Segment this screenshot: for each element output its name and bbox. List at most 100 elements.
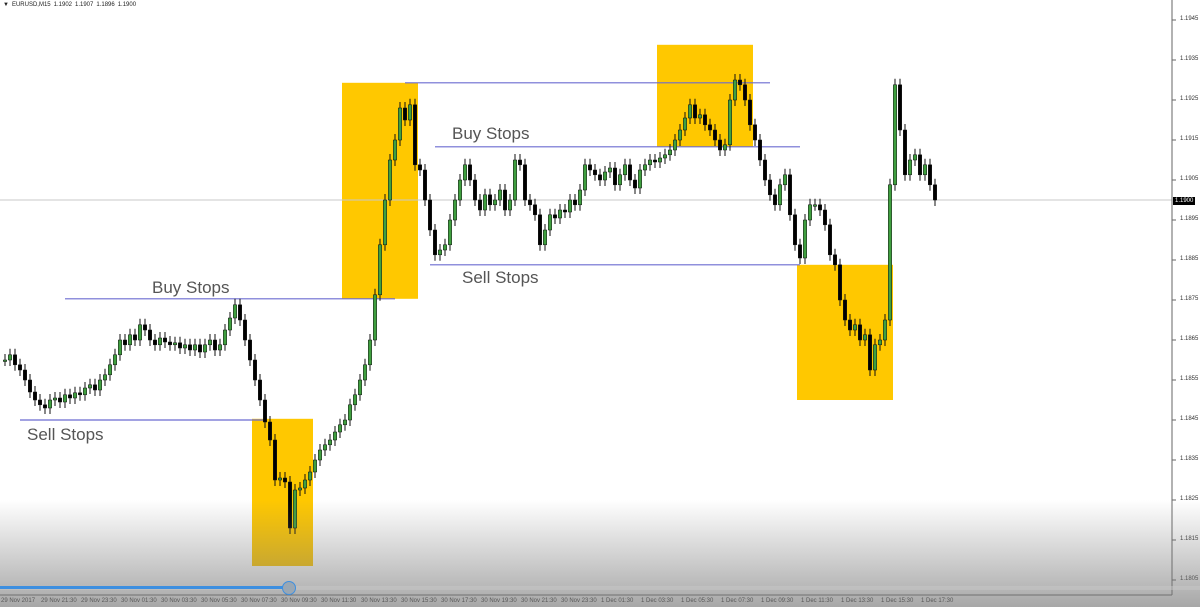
candle-body [338, 424, 342, 433]
candle [238, 298, 242, 326]
candle-body [623, 164, 627, 176]
candle [918, 148, 922, 181]
candle-body [193, 344, 197, 351]
candle-body [658, 157, 662, 163]
candle [788, 168, 792, 221]
candle [333, 426, 337, 446]
candle-body [528, 199, 532, 206]
candle-body [383, 199, 387, 246]
candle-body [538, 214, 542, 246]
close-value: 1.1900 [117, 2, 137, 8]
candle [888, 178, 892, 326]
candle-body [413, 104, 417, 166]
candle-body [758, 139, 762, 161]
candle [758, 134, 762, 166]
candle-body [833, 254, 837, 266]
candle [698, 108, 702, 124]
candle [678, 124, 682, 146]
candle-body [38, 399, 42, 406]
candle-body [893, 84, 897, 186]
candle-body [8, 354, 12, 361]
candle-body [643, 164, 647, 171]
candle-body [683, 117, 687, 131]
candle [128, 328, 132, 351]
candle-body [828, 224, 832, 256]
candle-body [203, 344, 207, 353]
candle-body [233, 304, 237, 319]
candle [188, 338, 192, 356]
video-scrubber[interactable] [0, 581, 1200, 595]
candle [743, 78, 747, 106]
candle [648, 154, 652, 171]
candle [133, 328, 137, 346]
current-price-tag: 1.1900 [1173, 197, 1196, 205]
candle-body [428, 199, 432, 231]
candle [163, 332, 167, 348]
candle [28, 374, 32, 398]
y-tick-label: 1.1925 [1180, 96, 1199, 102]
candle-body [703, 114, 707, 126]
candle [73, 386, 77, 404]
candle [798, 238, 802, 264]
candle-body [58, 397, 62, 403]
candle-body [373, 294, 377, 341]
candle [523, 158, 527, 206]
candle [428, 194, 432, 236]
candle [308, 466, 312, 486]
highlight-zone [252, 418, 313, 566]
candle-body [728, 99, 732, 146]
candle [398, 102, 402, 146]
candle-body [223, 329, 227, 346]
candle [288, 476, 292, 534]
candle [693, 98, 697, 124]
candle-body [518, 159, 522, 166]
collapse-triangle-icon[interactable]: ▼ [3, 2, 9, 8]
candle-body [363, 364, 367, 381]
candle [823, 204, 827, 231]
candle [488, 188, 492, 211]
candle-body [153, 339, 157, 346]
candle-body [583, 164, 587, 191]
candle [833, 248, 837, 271]
x-tick-label: 1 Dec 15:30 [881, 598, 914, 604]
candle-body [438, 249, 442, 256]
candle-body [798, 244, 802, 259]
candle-body [608, 167, 612, 173]
candle-body [913, 154, 917, 161]
candle [263, 394, 267, 428]
candle [168, 336, 172, 351]
x-tick-label: 1 Dec 01:30 [601, 598, 634, 604]
candle-body [588, 164, 592, 171]
candle [478, 194, 482, 216]
candle [593, 164, 597, 181]
candle-body [868, 334, 872, 371]
x-tick-label: 30 Nov 13:30 [361, 598, 397, 604]
x-tick-label: 29 Nov 21:30 [41, 598, 77, 604]
candle-body [118, 339, 122, 356]
candle-body [553, 214, 557, 219]
candle-body [168, 341, 172, 346]
candle-body [358, 379, 362, 396]
candle [748, 94, 752, 131]
candle-body [558, 209, 562, 219]
candle-body [878, 339, 882, 346]
candle-body [768, 179, 772, 196]
candle [603, 166, 607, 186]
candle-body [548, 214, 552, 231]
candle [623, 158, 627, 181]
open-value: 1.1902 [53, 2, 72, 8]
candle [323, 438, 327, 456]
candle [423, 164, 427, 206]
candle [258, 374, 262, 406]
x-tick-label: 29 Nov 2017 [1, 598, 36, 604]
candle [843, 294, 847, 326]
video-scrubber-handle[interactable] [282, 581, 296, 595]
candle-body [88, 384, 92, 389]
x-tick-label: 1 Dec 05:30 [681, 598, 714, 604]
candle-body [213, 339, 217, 351]
candle-body [533, 204, 537, 216]
highlight-zone [797, 264, 893, 400]
candle-body [18, 364, 22, 371]
